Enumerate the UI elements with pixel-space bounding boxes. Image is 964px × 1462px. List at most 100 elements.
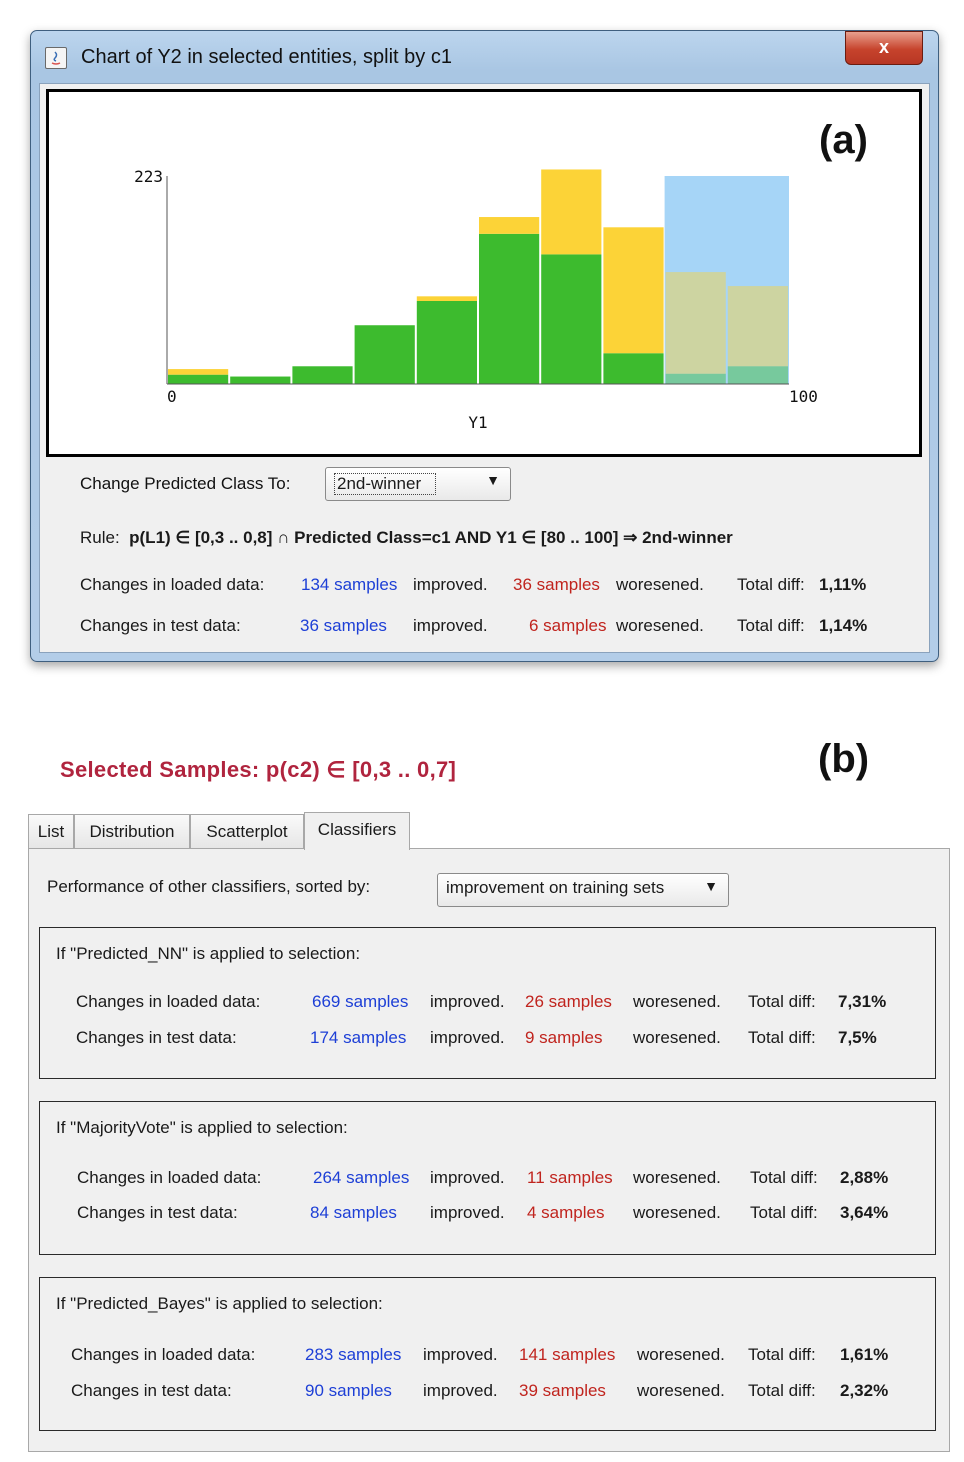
bar-50-60-s0 — [479, 233, 540, 384]
bar-60-70-s0 — [541, 254, 602, 384]
bar-40-50-s0 — [416, 300, 477, 384]
group-0-row-1-total-label: Total diff: — [748, 1028, 816, 1047]
chevron-down-icon: ▼ — [486, 472, 500, 488]
group-2-row-1-worsened-word: woresened. — [637, 1381, 725, 1400]
classifier-group-majorityvote: If "MajorityVote" is applied to selectio… — [39, 1101, 936, 1255]
window-stat-row-1-worsened: 6 samples — [529, 616, 607, 635]
rule-line: Rule: p(L1) ∈ [0,3 .. 0,8] ∩ Predicted C… — [80, 528, 733, 548]
group-2-row-0-worsened-word: woresened. — [637, 1345, 725, 1364]
group-2-row-0-improved-word: improved. — [423, 1345, 498, 1364]
group-1-row-0-worsened: 11 samples — [527, 1168, 613, 1187]
x-tick-label-min: 0 — [167, 387, 177, 406]
tab-scatterplot[interactable]: Scatterplot — [190, 814, 304, 848]
classifier-group-bayes: If "Predicted_Bayes" is applied to selec… — [39, 1277, 936, 1431]
tab-classifiers-label: Classifiers — [317, 820, 397, 839]
bar-80-90-s1 — [665, 272, 726, 374]
group-2-row-1-total-label: Total diff: — [748, 1381, 816, 1400]
group-2-row-1-improved-word: improved. — [423, 1381, 498, 1400]
bar-60-70-s1 — [541, 169, 602, 255]
rule-text: p(L1) ∈ [0,3 .. 0,8] ∩ Predicted Class=c… — [129, 528, 733, 547]
group-0-row-1-worsened-word: woresened. — [633, 1028, 721, 1047]
window-stat-row-0-total-label: Total diff: — [737, 575, 805, 594]
window-stat-row-1-improved: 36 samples — [300, 616, 387, 635]
window-stat-row-1-label: Changes in test data: — [80, 616, 241, 635]
bar-80-90-s0 — [665, 373, 726, 384]
tab-distribution[interactable]: Distribution — [74, 814, 190, 848]
group-1-row-0-improved-word: improved. — [430, 1168, 505, 1187]
window-stat-row-1-total: 1,14% — [819, 616, 868, 635]
bar-90-100-s0 — [727, 366, 788, 384]
group-2-row-0-label: Changes in loaded data: — [71, 1345, 256, 1364]
window-client-area: 223 0 100 Y1 (a) Change Predicted Class To:… — [39, 83, 930, 653]
group-1-row-1-improved: 84 samples — [310, 1203, 397, 1222]
x-axis-label: Y1 — [468, 413, 487, 432]
window-stat-row-0-improved: 134 samples — [301, 575, 398, 594]
histogram-chart: 223 0 100 Y1 — [134, 167, 818, 432]
window-stat-row-0-total: 1,11% — [819, 575, 867, 594]
tab-scatterplot-label: Scatterplot — [206, 822, 288, 841]
group-1-row-0-label: Changes in loaded data: — [77, 1168, 262, 1187]
group-1-row-0-total: 2,88% — [840, 1168, 889, 1187]
group-1-row-0-worsened-word: woresened. — [633, 1168, 721, 1187]
panel-label-b: (b) — [818, 737, 870, 781]
bar-30-40-s0 — [354, 325, 415, 384]
group-0-row-0-total-label: Total diff: — [748, 992, 816, 1011]
tab-list[interactable]: List — [28, 814, 74, 848]
group-0-row-0-worsened: 26 samples — [525, 992, 612, 1011]
tab-distribution-label: Distribution — [89, 822, 175, 841]
sort-value: improvement on training sets — [446, 878, 665, 897]
y-tick-label: 223 — [134, 167, 163, 186]
group-0-row-0-worsened-word: woresened. — [633, 992, 721, 1011]
window-stat-row-1-worsened-word: woresened. — [616, 616, 704, 635]
group-2-row-1-total: 2,32% — [840, 1381, 889, 1400]
window-stat-row-0-improved-word: improved. — [413, 575, 488, 594]
panel-label-a: (a) — [819, 118, 868, 162]
rule-prefix: Rule: — [80, 528, 120, 547]
bar-40-50-s1 — [416, 296, 477, 301]
x-tick-label-max: 100 — [789, 387, 818, 406]
selection-highlight — [664, 176, 789, 384]
window-title: Chart of Y2 in selected entities, split … — [81, 46, 452, 68]
window-stat-row-1-total-label: Total diff: — [737, 616, 805, 635]
change-class-value: 2nd-winner — [334, 473, 437, 495]
window-stat-row-0-worsened: 36 samples — [513, 575, 600, 594]
bar-70-80-s0 — [603, 353, 664, 384]
group-0-row-0-total: 7,31% — [838, 992, 887, 1011]
change-class-label: Change Predicted Class To: — [80, 474, 291, 493]
group-1-row-1-label: Changes in test data: — [77, 1203, 238, 1222]
group-2-row-0-total: 1,61% — [840, 1345, 889, 1364]
group-2-row-0-worsened: 141 samples — [519, 1345, 616, 1364]
group-2-row-1-improved: 90 samples — [305, 1381, 392, 1400]
group-0-row-1-label: Changes in test data: — [76, 1028, 237, 1047]
sort-label: Performance of other classifiers, sorted… — [47, 877, 371, 896]
group-1-row-1-total: 3,64% — [840, 1203, 889, 1222]
chevron-down-icon: ▼ — [704, 878, 718, 894]
close-button[interactable]: x — [845, 31, 923, 65]
bar-20-30-s0 — [292, 366, 353, 384]
group-2-row-0-total-label: Total diff: — [748, 1345, 816, 1364]
group-0-row-1-total: 7,5% — [838, 1028, 877, 1047]
window-stat-row-0-label: Changes in loaded data: — [80, 575, 265, 594]
bar-90-100-s1 — [727, 286, 788, 367]
classifier-group-nn: If "Predicted_NN" is applied to selectio… — [39, 927, 936, 1079]
group-2-row-1-label: Changes in test data: — [71, 1381, 232, 1400]
group-1-row-0-improved: 264 samples — [313, 1168, 410, 1187]
group-0-row-0-improved-word: improved. — [430, 992, 505, 1011]
sort-dropdown[interactable]: improvement on training sets ▼ — [437, 873, 729, 907]
bar-70-80-s1 — [603, 227, 664, 354]
tab-list-label: List — [37, 822, 65, 841]
bar-0-10-s0 — [168, 374, 229, 384]
window-stat-row-1-improved-word: improved. — [413, 616, 488, 635]
group-1-row-1-improved-word: improved. — [430, 1203, 505, 1222]
java-app-icon — [45, 47, 67, 69]
change-class-dropdown[interactable]: 2nd-winner ▼ — [325, 467, 511, 501]
title-bar[interactable]: Chart of Y2 in selected entities, split … — [31, 31, 938, 83]
chart-window: Chart of Y2 in selected entities, split … — [30, 30, 939, 662]
group-0-row-0-improved: 669 samples — [312, 992, 409, 1011]
group-1-row-1-worsened-word: woresened. — [633, 1203, 721, 1222]
window-stat-row-0-worsened-word: woresened. — [616, 575, 704, 594]
tab-panel: List Distribution Scatterplot Classifier… — [28, 812, 952, 1452]
bar-0-10-s1 — [168, 369, 229, 375]
tab-classifiers[interactable]: Classifiers — [304, 812, 410, 850]
group-title: If "Predicted_NN" is applied to selectio… — [56, 944, 361, 963]
